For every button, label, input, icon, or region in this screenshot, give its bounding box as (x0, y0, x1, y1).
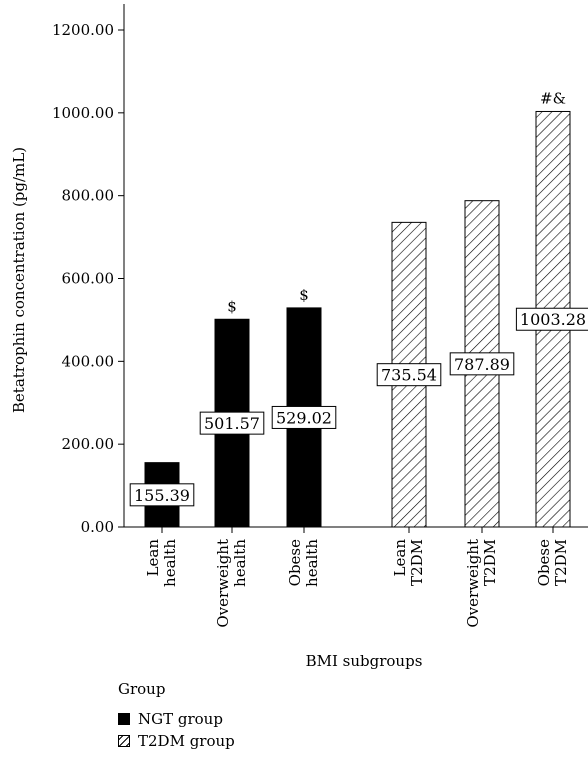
x-tick-label: Overweighthealth (214, 539, 249, 628)
data-label: 735.54 (381, 366, 437, 385)
x-tick-label-line: T2DM (408, 539, 426, 586)
x-tick-label-line: health (231, 539, 249, 587)
y-tick-label: 800.00 (62, 187, 115, 205)
y-axis-title: Betatrophin concentration (pg/mL) (10, 147, 28, 413)
x-tick-label-line: Obese (286, 539, 304, 586)
x-tick-label-line: T2DM (552, 539, 570, 586)
data-label-box (271, 405, 337, 429)
legend-item-ngt: NGT group (118, 708, 235, 730)
legend: Group NGT group T2DM group (118, 680, 235, 752)
significance-marker: $ (227, 297, 237, 315)
data-label: 155.39 (134, 486, 190, 505)
data-label: 501.57 (204, 414, 260, 433)
y-tick-label: 1000.00 (52, 104, 114, 122)
legend-title: Group (118, 680, 166, 698)
x-tick-label-line: Overweight (214, 539, 232, 628)
legend-swatch-solid (118, 713, 130, 725)
y-tick-label: 0.00 (81, 518, 114, 536)
data-labels-layer: 155.39 501.57 $529.02 $735.54 787.89 1003.28 #… (129, 89, 588, 507)
data-label: 529.02 (276, 408, 332, 427)
bars-layer (144, 110, 571, 528)
x-tick-label-line: health (161, 539, 179, 587)
x-tick-label: OverweightT2DM (464, 539, 499, 628)
x-tick-label-line: Lean (144, 539, 162, 577)
x-axis-title: BMI subgroups (306, 652, 423, 670)
y-tick-label: 400.00 (62, 352, 115, 370)
x-tick-label-line: T2DM (481, 539, 499, 586)
x-tick-label: LeanT2DM (391, 539, 426, 586)
data-label-box (129, 483, 195, 507)
significance-marker: $ (299, 286, 309, 304)
y-tick-label: 600.00 (62, 270, 115, 288)
x-tick-label: Leanhealth (144, 539, 179, 587)
y-tick-label: 1200.00 (52, 21, 114, 39)
y-tick-label: 200.00 (62, 435, 115, 453)
x-tick-label-line: Overweight (464, 539, 482, 628)
legend-label-ngt: NGT group (138, 710, 223, 728)
significance-marker: #& (540, 89, 566, 107)
x-tick-label: ObeseT2DM (535, 539, 570, 586)
data-label-box (199, 411, 265, 435)
data-label-box (449, 352, 515, 376)
data-label-box (376, 363, 442, 387)
legend-item-t2dm: T2DM group (118, 730, 235, 752)
data-label: 787.89 (454, 355, 510, 374)
x-tick-label: Obesehealth (286, 539, 321, 587)
legend-swatch-hatch (118, 735, 130, 747)
x-tick-label-line: Lean (391, 539, 409, 577)
x-tick-label-line: Obese (535, 539, 553, 586)
x-tick-label-line: health (303, 539, 321, 587)
data-label-box (515, 307, 588, 331)
legend-label-t2dm: T2DM group (138, 732, 235, 750)
axes-layer: 0.00 200.00 400.00 600.00 800.00 1000.00 1200.… (52, 4, 588, 628)
data-label: 1003.28 (520, 310, 586, 329)
